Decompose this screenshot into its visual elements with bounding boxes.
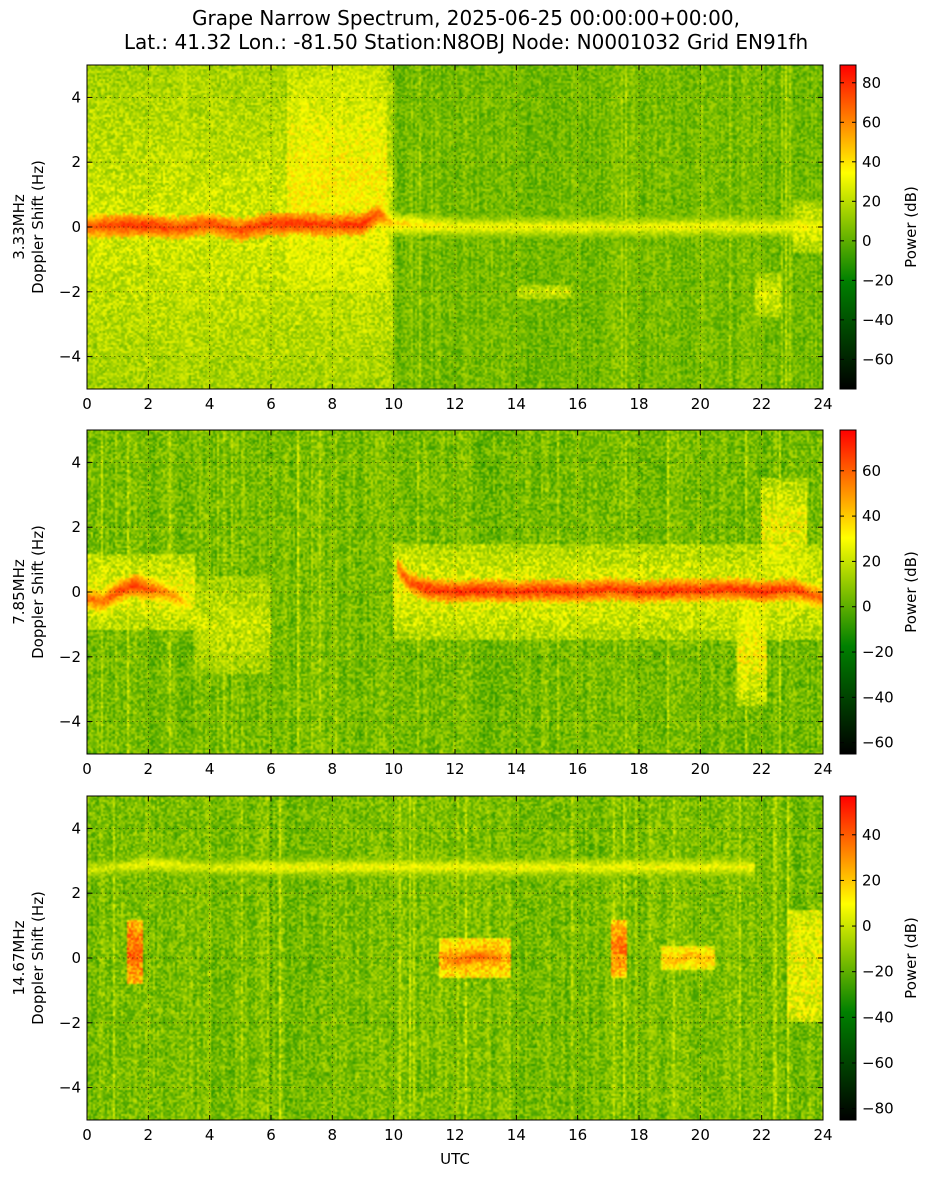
x-tick-label: 18 (629, 760, 648, 778)
x-tick-label: 22 (752, 1126, 771, 1144)
colorbar-tick-label: −20 (862, 643, 894, 661)
colorbar-tick-label: 40 (862, 153, 881, 171)
x-tick-label: 8 (328, 395, 338, 413)
y-tick-label: −2 (59, 283, 81, 301)
x-tick-label: 16 (568, 1126, 587, 1144)
y-tick-label: −4 (59, 348, 81, 366)
x-tick-label: 2 (144, 395, 154, 413)
colorbar-tick-label: −60 (862, 350, 894, 368)
x-tick-label: 0 (82, 395, 92, 413)
colorbar-tick-label: 60 (862, 462, 881, 480)
x-tick-label: 12 (445, 1126, 464, 1144)
x-axis-label: UTC (440, 1150, 470, 1168)
y-tick-label: 2 (71, 884, 81, 902)
colorbar-tick-label: 40 (862, 826, 881, 844)
x-tick-label: 14 (507, 395, 526, 413)
colorbar-tick-label: −20 (862, 963, 894, 981)
colorbar-tick-label: −40 (862, 688, 894, 706)
y-tick-label: 0 (71, 218, 81, 236)
chart-title: Grape Narrow Spectrum, 2025-06-25 00:00:… (0, 6, 932, 54)
y-axis-label-band: 3.33MHz (10, 194, 28, 260)
y-tick-label: 4 (71, 88, 81, 106)
x-tick-label: 12 (445, 395, 464, 413)
x-tick-label: 12 (445, 760, 464, 778)
colorbar-tick-label: 0 (862, 917, 872, 935)
x-tick-label: 20 (691, 1126, 710, 1144)
x-tick-label: 10 (384, 1126, 403, 1144)
colorbar-14.67MHz (839, 795, 857, 1121)
colorbar-tick-label: 0 (862, 232, 872, 250)
y-tick-label: −4 (59, 1079, 81, 1097)
x-tick-label: 10 (384, 760, 403, 778)
x-tick-label: 14 (507, 1126, 526, 1144)
colorbar-tick-label: 0 (862, 598, 872, 616)
colorbar-3.33MHz (839, 64, 857, 390)
colorbar-label: Power (dB) (902, 186, 920, 268)
x-tick-label: 24 (813, 395, 832, 413)
x-tick-label: 4 (205, 395, 215, 413)
x-tick-label: 22 (752, 760, 771, 778)
y-tick-label: −2 (59, 1014, 81, 1032)
colorbar-tick-label: −60 (862, 1054, 894, 1072)
colorbar-label: Power (dB) (902, 917, 920, 999)
x-tick-label: 4 (205, 760, 215, 778)
x-tick-label: 24 (813, 760, 832, 778)
chart-title-line2: Lat.: 41.32 Lon.: -81.50 Station:N8OBJ N… (123, 30, 809, 54)
colorbar-tick-label: 20 (862, 552, 881, 570)
x-tick-label: 16 (568, 760, 587, 778)
colorbar-tick-label: 60 (862, 113, 881, 131)
x-tick-label: 0 (82, 1126, 92, 1144)
x-tick-label: 22 (752, 395, 771, 413)
colorbar-tick-label: −60 (862, 734, 894, 752)
y-tick-label: 4 (71, 453, 81, 471)
colorbar-tick-label: 40 (862, 507, 881, 525)
colorbar-7.85MHz (839, 429, 857, 755)
y-axis-label-band: 7.85MHz (10, 559, 28, 625)
colorbar-tick-label: 20 (862, 192, 881, 210)
x-tick-label: 4 (205, 1126, 215, 1144)
x-tick-label: 8 (328, 760, 338, 778)
colorbar-tick-label: −40 (862, 1008, 894, 1026)
x-tick-label: 18 (629, 395, 648, 413)
colorbar-tick-label: 80 (862, 74, 881, 92)
x-tick-label: 2 (144, 760, 154, 778)
x-tick-label: 6 (266, 395, 276, 413)
y-tick-label: 0 (71, 583, 81, 601)
colorbar-tick-label: −20 (862, 271, 894, 289)
x-tick-label: 14 (507, 760, 526, 778)
y-tick-label: −4 (59, 713, 81, 731)
y-tick-label: 2 (71, 153, 81, 171)
y-axis-label: Doppler Shift (Hz) (29, 525, 47, 659)
x-tick-label: 24 (813, 1126, 832, 1144)
y-tick-label: 4 (71, 819, 81, 837)
colorbar-tick-label: 20 (862, 871, 881, 889)
x-tick-label: 0 (82, 760, 92, 778)
x-tick-label: 20 (691, 395, 710, 413)
colorbar-tick-label: −80 (862, 1100, 894, 1118)
y-tick-label: −2 (59, 648, 81, 666)
x-tick-label: 2 (144, 1126, 154, 1144)
colorbar-label: Power (dB) (902, 551, 920, 633)
x-tick-label: 6 (266, 760, 276, 778)
y-tick-label: 0 (71, 949, 81, 967)
x-tick-label: 18 (629, 1126, 648, 1144)
x-tick-label: 6 (266, 1126, 276, 1144)
y-axis-label-band: 14.67MHz (10, 920, 28, 995)
y-axis-label: Doppler Shift (Hz) (29, 160, 47, 294)
x-tick-label: 16 (568, 395, 587, 413)
x-tick-label: 10 (384, 395, 403, 413)
y-axis-label: Doppler Shift (Hz) (29, 891, 47, 1025)
x-tick-label: 20 (691, 760, 710, 778)
colorbar-tick-label: −40 (862, 311, 894, 329)
chart-title-line1: Grape Narrow Spectrum, 2025-06-25 00:00:… (192, 6, 740, 30)
y-tick-label: 2 (71, 518, 81, 536)
x-tick-label: 8 (328, 1126, 338, 1144)
